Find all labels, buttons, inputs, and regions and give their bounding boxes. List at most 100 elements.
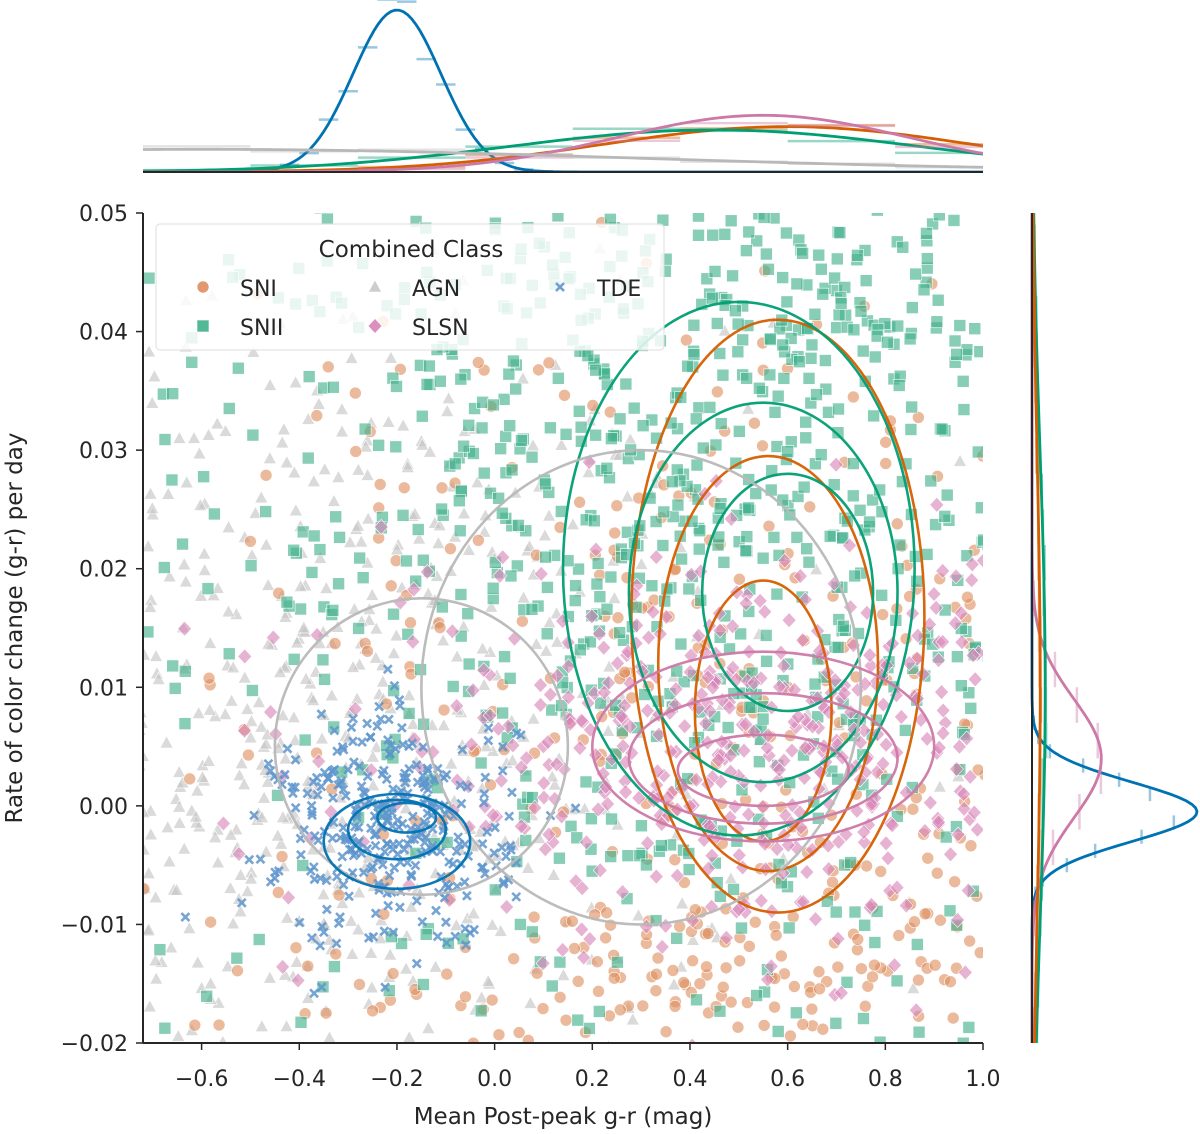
scatter-point bbox=[733, 425, 746, 438]
scatter-point bbox=[441, 391, 456, 404]
scatter-point bbox=[799, 864, 815, 880]
scatter-point bbox=[208, 829, 223, 843]
scatter-point bbox=[358, 439, 373, 453]
scatter-point bbox=[386, 645, 401, 659]
scatter-point bbox=[918, 907, 932, 921]
scatter-point bbox=[191, 705, 206, 719]
scatter-point bbox=[480, 772, 491, 783]
scatter-point bbox=[956, 786, 972, 803]
scatter-point bbox=[981, 538, 983, 551]
scatter-point bbox=[278, 751, 293, 765]
scatter-point bbox=[613, 1003, 627, 1017]
scatter-point bbox=[346, 844, 357, 855]
scatter-point bbox=[748, 915, 762, 929]
scatter-point bbox=[419, 563, 435, 580]
scatter-point bbox=[143, 625, 155, 639]
scatter-point bbox=[878, 736, 894, 753]
scatter-point bbox=[345, 946, 360, 960]
scatter-point bbox=[770, 440, 784, 453]
scatter-point bbox=[482, 185, 494, 197]
scatter-point bbox=[770, 587, 784, 601]
scatter-point bbox=[153, 943, 167, 957]
scatter-point bbox=[618, 784, 634, 800]
scatter-point bbox=[436, 718, 451, 731]
scatter-point bbox=[382, 664, 393, 675]
scatter-point bbox=[615, 738, 631, 755]
scatter-point bbox=[545, 769, 560, 783]
scatter-point bbox=[364, 945, 379, 959]
contour-line bbox=[676, 733, 850, 808]
scatter-point bbox=[165, 473, 179, 487]
scatter-point bbox=[917, 823, 933, 839]
scatter-point bbox=[177, 620, 193, 637]
scatter-point bbox=[922, 794, 938, 811]
scatter-point bbox=[731, 345, 745, 359]
scatter-point bbox=[689, 412, 703, 426]
scatter-point bbox=[956, 1036, 970, 1043]
scatter-point bbox=[691, 627, 707, 644]
scatter-point bbox=[469, 924, 480, 935]
legend-label: SNII bbox=[240, 316, 283, 341]
x-tick-label: −0.6 bbox=[175, 1067, 228, 1092]
scatter-point bbox=[930, 315, 944, 329]
scatter-point bbox=[767, 531, 781, 544]
scatter-point bbox=[400, 459, 415, 473]
scatter-point bbox=[592, 985, 605, 998]
scatter-point bbox=[853, 503, 867, 517]
scatter-point bbox=[346, 722, 357, 733]
scatter-point bbox=[928, 599, 944, 616]
scatter-point bbox=[574, 880, 590, 897]
scatter-point bbox=[212, 1018, 226, 1032]
scatter-point bbox=[823, 530, 837, 543]
scatter-point bbox=[582, 931, 598, 947]
scatter-point bbox=[411, 760, 422, 770]
scatter-point bbox=[143, 271, 156, 285]
scatter-point bbox=[677, 675, 691, 689]
scatter-point bbox=[361, 644, 374, 658]
scatter-point bbox=[584, 635, 597, 649]
scatter-point bbox=[187, 430, 202, 444]
scatter-point bbox=[784, 1029, 797, 1043]
scatter-point bbox=[698, 715, 714, 732]
scatter-point bbox=[498, 650, 511, 663]
scatter-point bbox=[790, 708, 806, 725]
contour-line bbox=[700, 472, 875, 713]
scatter-point bbox=[321, 904, 332, 915]
scatter-point bbox=[444, 542, 457, 555]
scatter-point bbox=[585, 812, 598, 826]
scatter-point bbox=[358, 867, 369, 878]
scatter-point bbox=[250, 1044, 263, 1056]
scatter-point bbox=[505, 463, 519, 477]
scatter-point bbox=[428, 959, 443, 973]
scatter-point bbox=[854, 304, 868, 318]
scatter-point bbox=[365, 732, 376, 742]
scatter-point bbox=[583, 1022, 596, 1035]
scatter-point bbox=[659, 1025, 673, 1039]
scatter-point bbox=[953, 453, 968, 467]
scatter-point bbox=[168, 682, 182, 695]
scatter-point bbox=[687, 318, 701, 332]
scatter-point bbox=[858, 918, 871, 932]
scatter-point bbox=[544, 421, 557, 435]
scatter-point bbox=[143, 717, 149, 729]
scatter-point bbox=[323, 773, 334, 784]
scatter-point bbox=[476, 862, 487, 873]
legend-entry-slsn: SLSN bbox=[367, 316, 469, 341]
top-marginal-distribution bbox=[143, 0, 983, 173]
scatter-point bbox=[461, 890, 472, 901]
scatter-point bbox=[921, 851, 935, 865]
scatter-point bbox=[349, 386, 362, 400]
scatter-point bbox=[507, 787, 517, 798]
scatter-point bbox=[828, 456, 844, 473]
scatter-point bbox=[541, 581, 554, 594]
scatter-point bbox=[906, 301, 919, 314]
scatter-point bbox=[460, 940, 471, 951]
x-tick-label: 0.2 bbox=[575, 1067, 610, 1092]
scatter-point bbox=[448, 457, 462, 471]
scatter-point bbox=[210, 416, 225, 430]
scatter-point bbox=[348, 713, 359, 724]
scatter-point bbox=[589, 428, 602, 442]
scatter-point bbox=[128, 497, 141, 509]
scatter-point bbox=[254, 810, 270, 824]
contour-snii bbox=[561, 300, 916, 837]
